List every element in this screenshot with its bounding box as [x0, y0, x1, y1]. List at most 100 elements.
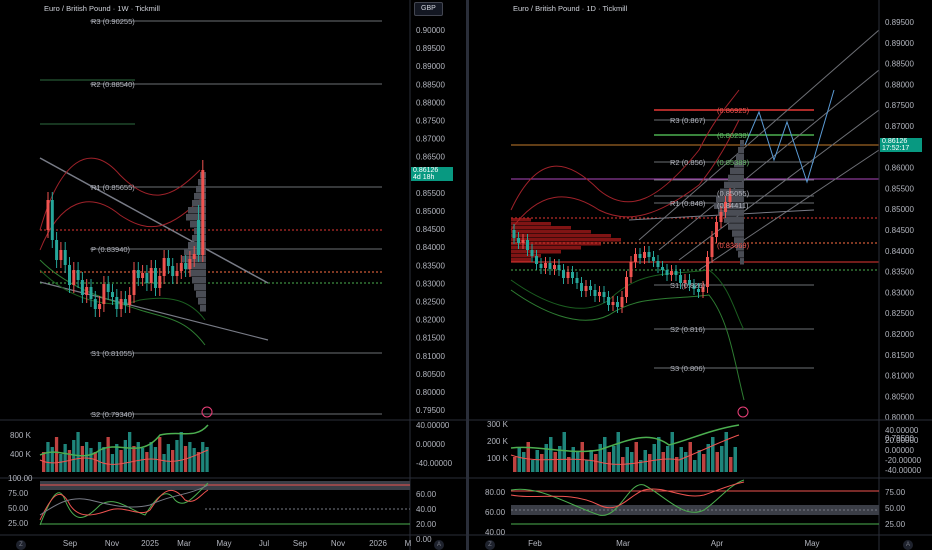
volume-bar: [715, 452, 719, 472]
price-tick-label: 0.80500: [885, 392, 914, 401]
volume-profile-bin: [728, 174, 744, 182]
left-chart-canvas[interactable]: 0.90000 0.89500 0.89000 0.88500 0.88000 0.875…: [0, 0, 466, 550]
volume-bar: [544, 444, 548, 472]
volume-bar: [553, 452, 557, 472]
volume-bar: [706, 444, 710, 472]
volume-profile-bin: [714, 202, 744, 209]
volume-bar: [720, 446, 724, 472]
time-tick-label: Mar: [616, 539, 630, 548]
volume-profile-bin: [732, 230, 744, 237]
volume-bar: [196, 452, 201, 472]
volume-bar: [63, 444, 67, 472]
osc-tick-label: 20.00: [416, 520, 437, 529]
price-tick-label: 0.81000: [885, 372, 914, 381]
volume-profile-bin: [186, 214, 206, 221]
candle-body: [701, 287, 705, 292]
volume-profile-bin: [734, 160, 744, 168]
candle-body: [728, 194, 732, 202]
time-axis: Feb Mar Apr May: [528, 539, 819, 548]
timezone-icon[interactable]: Z: [16, 540, 26, 550]
volume-profile-bin: [730, 167, 744, 175]
indicator-tick-label: -40.00000: [885, 466, 922, 475]
left-chart-pane[interactable]: 0.90000 0.89500 0.89000 0.88500 0.88000 0.875…: [0, 0, 466, 550]
timezone-icon[interactable]: Z: [485, 540, 495, 550]
candle-body: [616, 302, 619, 307]
candle-body: [665, 270, 669, 275]
volume-bar: [625, 447, 629, 472]
price-tick-label: 0.88000: [885, 80, 914, 89]
candle-body: [706, 257, 709, 287]
candle-body: [517, 238, 520, 243]
candle-body: [580, 283, 583, 291]
volume-profile-bin: [511, 234, 611, 238]
volume-bar: [724, 432, 728, 472]
candle-body: [46, 200, 50, 230]
volume-bar: [607, 452, 611, 472]
auto-scale-icon[interactable]: A: [903, 540, 913, 550]
last-price: 0.86126: [413, 167, 439, 174]
candle-body: [136, 270, 140, 278]
level-s1: S1 (0.81055): [91, 349, 135, 358]
volume-bar: [598, 444, 602, 472]
candle-body: [575, 278, 579, 283]
pane-divider[interactable]: [466, 0, 469, 550]
volume-profile-bin: [728, 223, 744, 230]
osc-tick-label: 100.00: [8, 474, 33, 483]
right-chart-canvas[interactable]: 0.89500 0.89000 0.88500 0.88000 0.87500 0.870…: [469, 0, 932, 550]
volume-bar: [162, 454, 166, 472]
candle-body: [50, 200, 54, 240]
volume-bar: [85, 442, 89, 472]
volume-bar: [580, 442, 584, 472]
candle-body: [123, 299, 127, 305]
volume-profile-bin: [511, 226, 571, 230]
right-chart-pane[interactable]: 0.89500 0.89000 0.88500 0.88000 0.87500 0.870…: [469, 0, 932, 550]
price-tick-label: 0.81000: [416, 352, 445, 361]
candle-body: [115, 297, 119, 309]
price-tick-label: 0.79500: [416, 406, 445, 415]
volume-bar: [729, 457, 733, 472]
candle-body: [85, 287, 89, 295]
volume-bar: [76, 432, 80, 472]
candle-body: [692, 285, 696, 289]
osc-tick-label: 0.00: [416, 535, 432, 544]
price-axis: 0.90000 0.89500 0.89000 0.88500 0.88000 0.875…: [416, 26, 445, 415]
volume-profile-bin: [198, 298, 206, 305]
osc-tick-label: 40.00: [416, 505, 437, 514]
volume-bar: [110, 454, 115, 472]
candle-body: [656, 261, 660, 267]
level-fib-4: (0.83669): [717, 241, 750, 250]
candle-body: [171, 266, 175, 276]
volume-bar: [576, 452, 580, 472]
candle-body: [607, 297, 610, 305]
candle-body: [188, 259, 192, 269]
volume-bar: [54, 437, 59, 472]
osc-tick-label: 60.00: [485, 508, 506, 517]
sub-axis: 800 K 400 K 40.00000 0.00000 -40.00000 100.00…: [8, 421, 453, 544]
volume-bar: [517, 447, 521, 472]
volume-bar: [733, 447, 737, 472]
volume-bar: [145, 452, 149, 472]
candle-body: [132, 270, 136, 295]
time-tick-label: Apr: [711, 539, 724, 548]
candle-body: [710, 237, 714, 257]
price-tick-label: 0.80000: [416, 388, 445, 397]
candle-body: [571, 272, 574, 278]
candle-body: [175, 271, 179, 276]
volume-profile-bin: [720, 188, 744, 196]
candle-body: [76, 270, 80, 280]
level-r3: R3 (0.867): [670, 116, 706, 125]
candle-body: [611, 302, 615, 305]
volume-bars: [513, 432, 737, 472]
osc-tick-label: 25.00: [885, 520, 906, 529]
candle-body: [59, 250, 63, 260]
auto-scale-icon[interactable]: A: [434, 540, 444, 550]
currency-button[interactable]: GBP: [414, 2, 443, 16]
osc-tick-label: 40.00: [485, 528, 506, 537]
candles: [512, 188, 732, 313]
volume-profile-bin: [192, 277, 206, 284]
time-axis: Sep Nov 2025 Mar May Jul Sep Nov 2026 M: [63, 539, 412, 548]
volume-bar: [175, 440, 179, 472]
volume-bar: [97, 442, 102, 472]
volume-profile-bin: [184, 249, 206, 256]
volume-profile-bin: [200, 305, 206, 312]
